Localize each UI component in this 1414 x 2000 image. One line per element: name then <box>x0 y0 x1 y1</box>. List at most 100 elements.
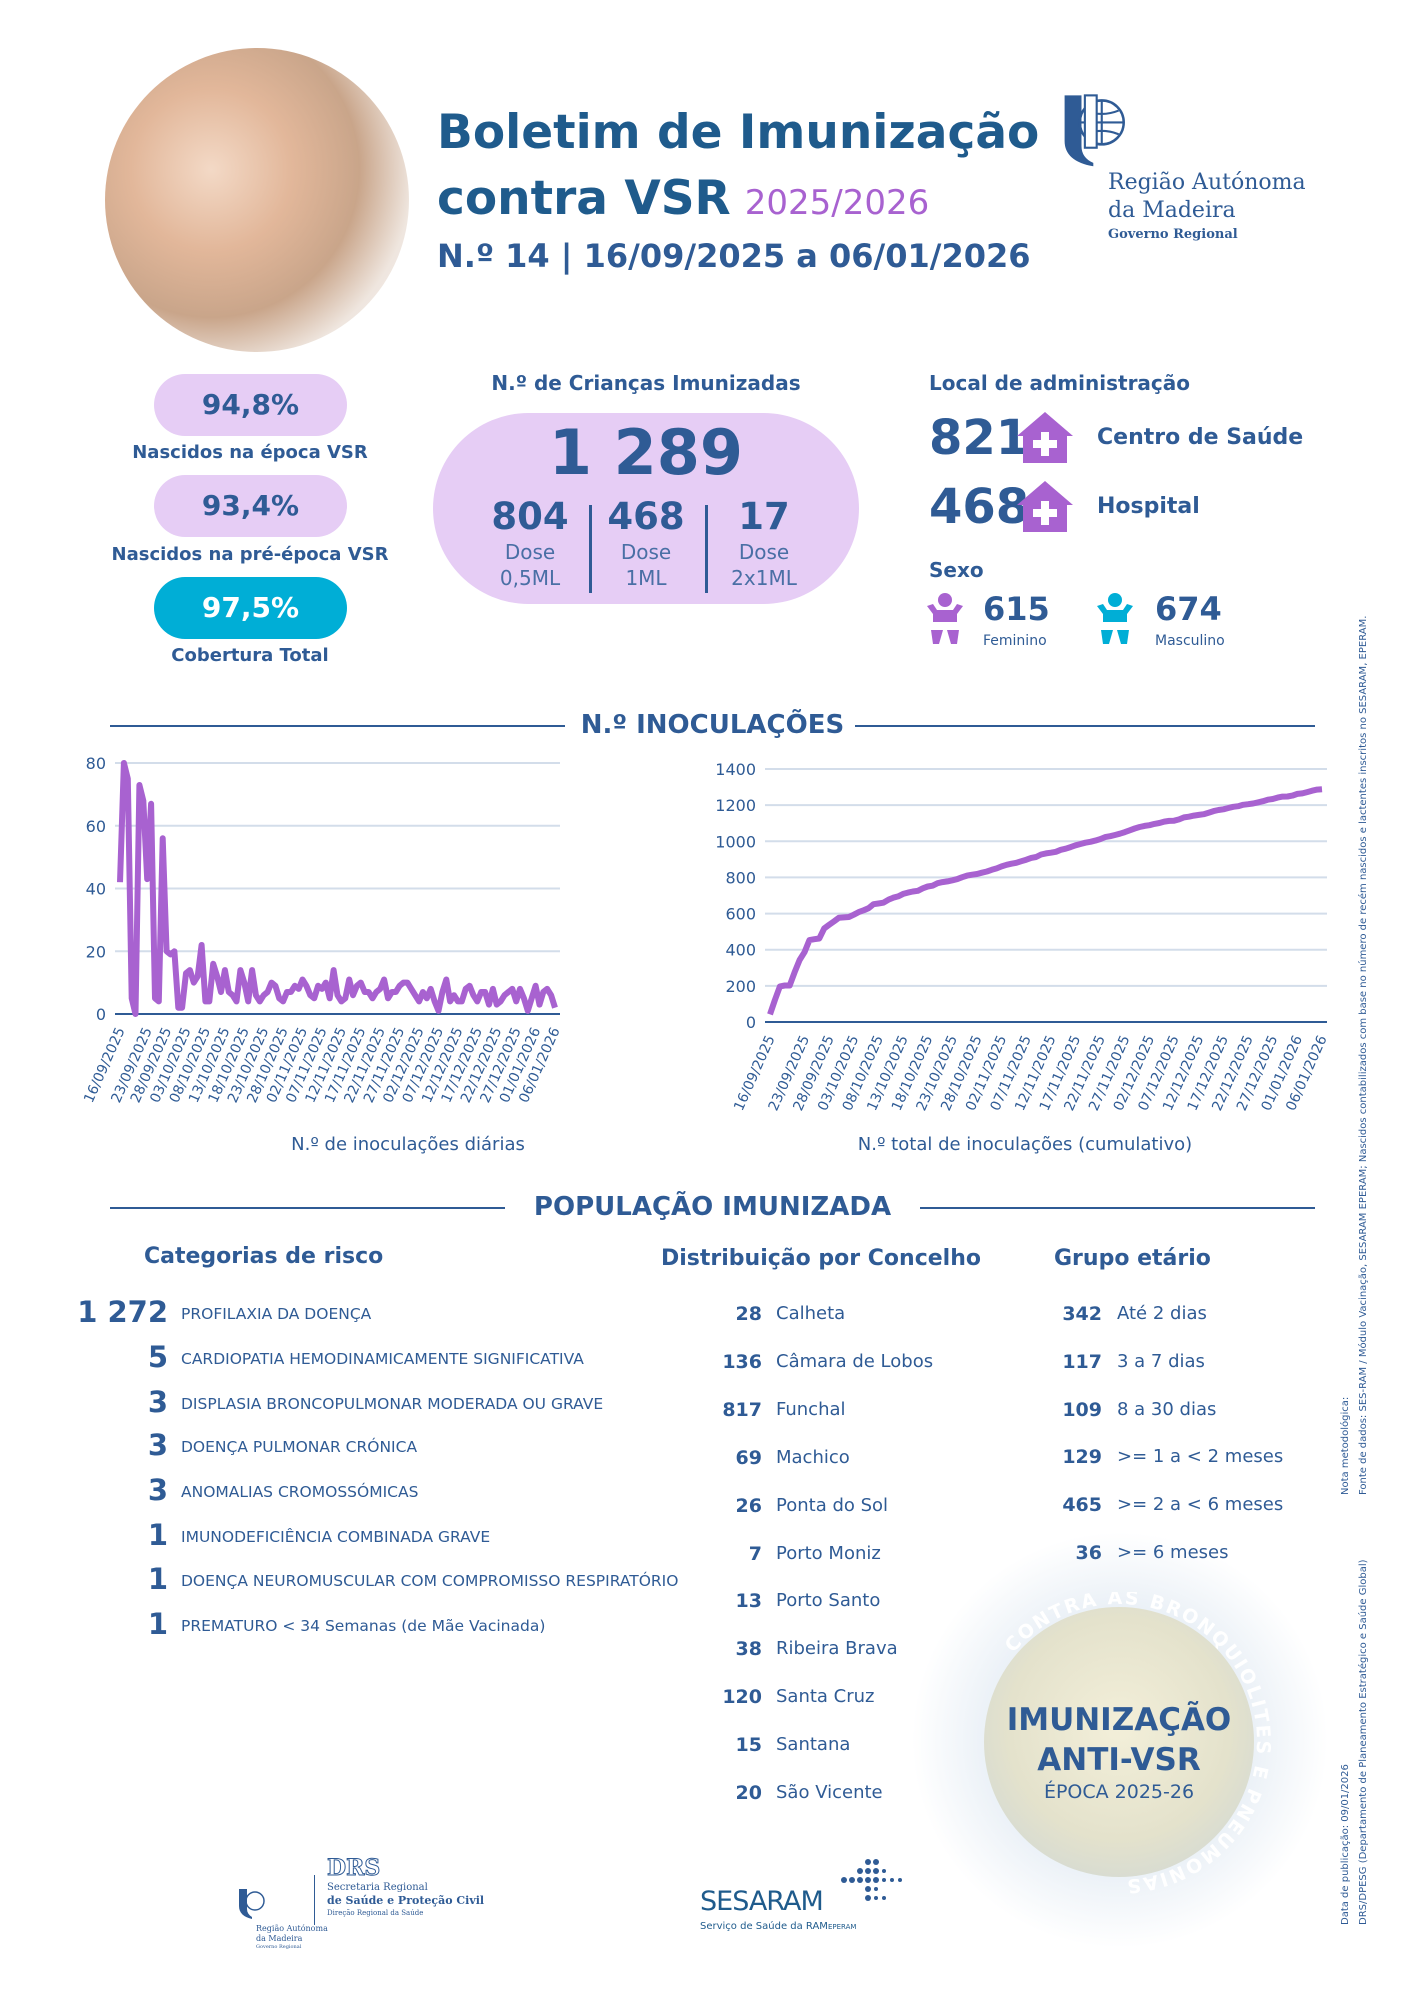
risk-count: 1 <box>147 1562 168 1596</box>
methodology-note-title: Nota metodológica: <box>1340 1396 1351 1495</box>
coat-of-arms-icon <box>1064 94 1125 167</box>
risk-label: DOENÇA PULMONAR CRÓNICA <box>181 1438 418 1456</box>
regiao-madeira-logo: Região Autónoma da Madeira Governo Regio… <box>1055 92 1335 252</box>
risk-label: ANOMALIAS CROMOSSÓMICAS <box>181 1483 419 1501</box>
concelho-count: 817 <box>722 1398 762 1421</box>
logo-line1: Região Autónoma <box>1108 170 1306 195</box>
concelho-count: 136 <box>722 1350 762 1373</box>
dose-1ml: 468 Dose 1ML <box>591 495 701 591</box>
y-tick-label: 1400 <box>715 760 756 779</box>
concelho-row: 69 Machico <box>0 1440 850 1480</box>
concelho-name: Machico <box>776 1446 850 1468</box>
season: 2025/2026 <box>744 183 930 223</box>
immunized-title: N.º de Crianças Imunizadas <box>491 371 801 395</box>
admin-hospital-value: 468 <box>929 479 1030 535</box>
divider <box>110 1207 505 1209</box>
concelho-row: 817 Funchal <box>0 1392 845 1432</box>
concelho-title: Distribuição por Concelho <box>661 1246 981 1271</box>
admin-title: Local de administração <box>929 371 1191 395</box>
footer-drs-logo: DRS Secretaria Regional de Saúde e Prote… <box>326 1855 484 1918</box>
y-tick-label: 20 <box>86 942 106 961</box>
y-tick-label: 60 <box>86 817 106 836</box>
risk-category-row: 3 DOENÇA PULMONAR CRÓNICA <box>80 1427 680 1467</box>
age-count: 109 <box>1062 1398 1102 1421</box>
concelho-count: 69 <box>735 1446 762 1469</box>
sesaram-subtitle: Serviço de Saúde da RAM <box>700 1921 828 1932</box>
section-title: N.º INOCULAÇÕES <box>580 710 845 740</box>
immunized-summary: 1 289 804 Dose 0,5ML 468 Dose 1ML 17 Dose 2x1M… <box>433 413 859 604</box>
immunized-total: 1 289 <box>548 416 744 489</box>
risk-title: Categorias de risco <box>144 1244 384 1269</box>
age-label: >= 1 a < 2 meses <box>1117 1446 1284 1468</box>
y-tick-label: 600 <box>725 905 756 924</box>
population-section-header: POPULAÇÃO IMUNIZADA <box>110 1187 1315 1227</box>
concelho-name: Ponta do Sol <box>776 1494 889 1516</box>
divider <box>855 725 1315 727</box>
concelho-name: Santa Cruz <box>776 1686 875 1708</box>
coverage-total-label: Cobertura Total <box>171 645 329 666</box>
concelho-row: 7 Porto Moniz <box>0 1536 881 1576</box>
footer-ram-line3: Governo Regional <box>256 1944 302 1950</box>
female-baby-icon <box>927 593 963 644</box>
methodology-note: Fonte de dados: SES-RAM / Módulo Vacinaç… <box>1358 615 1369 1495</box>
badge-line2: ANTI-VSR <box>1037 1742 1201 1778</box>
series-line <box>117 760 558 1017</box>
age-label: 3 a 7 dias <box>1117 1350 1205 1372</box>
dose-unit: 1ML <box>625 566 667 590</box>
risk-category-row: 1 IMUNODEFICIÊNCIA COMBINADA GRAVE <box>80 1517 680 1557</box>
risk-category-row: 3 DISPLASIA BRONCOPULMONAR MODERADA OU GR… <box>80 1384 680 1424</box>
divider <box>920 1207 1315 1209</box>
coverage-season-pill: 94,8% <box>154 374 347 436</box>
risk-label: PROFILAXIA DA DOENÇA <box>181 1305 372 1323</box>
concelho-row: 13 Porto Santo <box>0 1583 881 1623</box>
daily-chart-caption: N.º de inoculações diárias <box>291 1134 525 1155</box>
y-tick-label: 800 <box>725 868 756 887</box>
coat-of-arms-icon <box>239 1889 265 1919</box>
dose-value: 468 <box>607 495 685 538</box>
footer-ram-line1: Região Autónoma <box>256 1924 328 1933</box>
age-count: 342 <box>1062 1303 1102 1325</box>
logo-line3: Governo Regional <box>1108 227 1238 242</box>
dose-unit: 2x1ML <box>731 566 797 590</box>
age-label: >= 6 meses <box>1117 1541 1229 1565</box>
concelho-count: 120 <box>722 1686 762 1709</box>
y-tick-label: 40 <box>86 880 106 899</box>
admin-hospital-label: Hospital <box>1097 494 1200 519</box>
concelho-row: 15 Santana <box>0 1727 851 1767</box>
concelho-row: 38 Ribeira Brava <box>0 1631 898 1671</box>
sex-title: Sexo <box>929 558 984 582</box>
publisher: DRS/DPESG (Departamento de Planeamento E… <box>1358 1559 1369 1925</box>
risk-count: 3 <box>147 1428 168 1462</box>
inoculations-section-header: N.º INOCULAÇÕES <box>110 705 1315 745</box>
divider <box>589 505 592 593</box>
concelho-name: Porto Moniz <box>776 1542 881 1564</box>
age-group-row: 36 >= 6 meses <box>0 1535 1229 1575</box>
risk-category-row: 1 272 PROFILAXIA DA DOENÇA <box>77 1294 680 1334</box>
female-label: Feminino <box>983 633 1047 649</box>
age-label: Até 2 dias <box>1117 1303 1207 1324</box>
risk-label: DISPLASIA BRONCOPULMONAR MODERADA OU GRA… <box>181 1395 604 1413</box>
concelho-name: São Vicente <box>776 1782 883 1803</box>
concelho-name: Ribeira Brava <box>776 1638 898 1660</box>
badge-line1: IMUNIZAÇÃO <box>1006 1702 1232 1738</box>
coverage-season-label: Nascidos na época VSR <box>132 442 368 463</box>
concelho-row: 20 São Vicente <box>0 1775 883 1815</box>
concelho-name: Calheta <box>776 1303 846 1324</box>
concelho-count: 13 <box>735 1590 762 1613</box>
concelho-name: Funchal <box>776 1398 846 1420</box>
cumulative-chart-caption: N.º total de inoculações (cumulativo) <box>857 1134 1193 1155</box>
age-title: Grupo etário <box>1054 1246 1211 1271</box>
coverage-total-pill: 97,5% <box>154 577 347 639</box>
risk-count: 5 <box>147 1340 168 1374</box>
footer-ram-line2: da Madeira <box>256 1934 303 1943</box>
daily-inoculations-chart: 02040608016/09/202523/09/202528/09/20250… <box>81 754 563 1105</box>
title-line1: Boletim de Imunização <box>437 105 1040 160</box>
risk-count: 1 <box>147 1518 168 1552</box>
male-label: Masculino <box>1155 633 1225 649</box>
concelho-row: 120 Santa Cruz <box>0 1679 874 1719</box>
concelho-count: 7 <box>748 1542 762 1565</box>
dose-label: Dose <box>620 540 672 564</box>
concelho-row: 136 Câmara de Lobos <box>0 1344 933 1384</box>
risk-category-row: 1 PREMATURO < 34 Semanas (de Mãe Vacinada… <box>80 1606 680 1646</box>
risk-count: 1 <box>147 1607 168 1641</box>
